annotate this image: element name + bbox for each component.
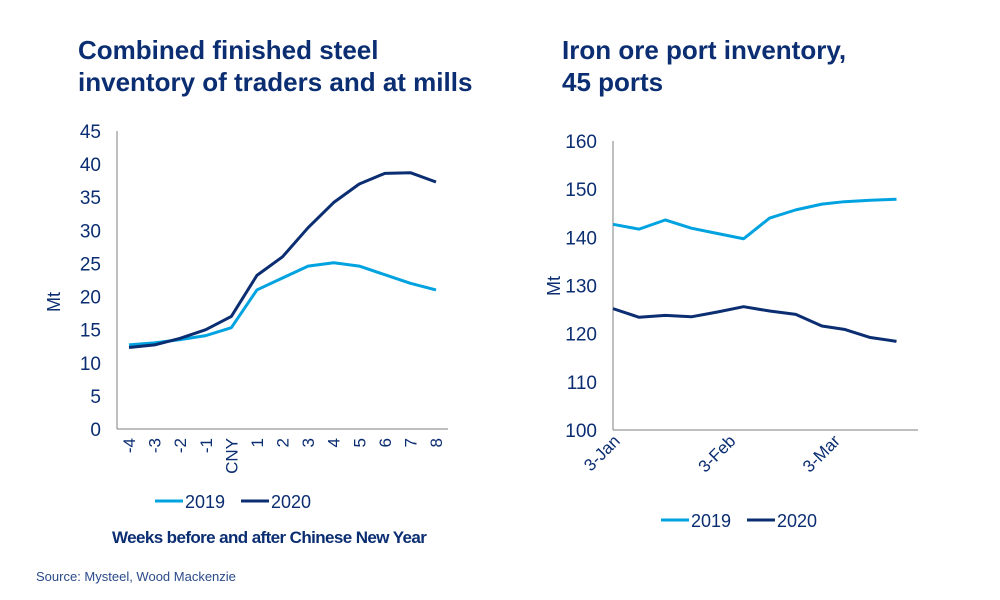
left-x-axis-label: Weeks before and after Chinese New Year <box>112 528 427 547</box>
left-y-tick-label: 25 <box>80 254 101 275</box>
right-title-line-1: Iron ore port inventory, <box>562 35 847 65</box>
right-series-line-2019 <box>612 197 897 241</box>
left-x-tick-label: -3 <box>146 438 165 453</box>
left-y-tick-label: 35 <box>80 188 101 209</box>
left-y-tick-label: 0 <box>90 420 101 441</box>
left-x-tick-label: -4 <box>120 438 139 453</box>
left-y-tick-label: 10 <box>80 354 101 375</box>
left-y-tick-label: 30 <box>80 221 101 242</box>
left-x-tick-label: 7 <box>401 438 420 447</box>
left-y-tick-label: 20 <box>80 288 101 309</box>
right-y-tick-label: 110 <box>567 373 597 394</box>
left-chart-title: Combined finished steel inventory of tra… <box>78 34 472 98</box>
right-y-tick-label: 150 <box>565 180 597 201</box>
right-y-tick-label: 120 <box>565 325 597 346</box>
left-x-tick-label: 3 <box>299 438 318 447</box>
right-legend-label-2020: 2020 <box>777 511 817 531</box>
left-series-line-2019 <box>128 261 437 347</box>
right-x-tick-label: 3-Feb <box>695 431 740 476</box>
left-x-tick-label: -2 <box>171 438 190 453</box>
right-y-tick-label: 140 <box>565 228 597 249</box>
left-x-tick-label: -1 <box>197 438 216 453</box>
left-x-tick-label: 5 <box>350 438 369 447</box>
left-x-tick-label: 1 <box>248 438 267 447</box>
source-note: Source: Mysteel, Wood Mackenzie <box>36 569 236 584</box>
right-title-line-2: 45 ports <box>562 67 664 97</box>
right-y-tick-label: 130 <box>565 277 597 298</box>
left-title-line-2: inventory of traders and at mills <box>78 67 473 97</box>
left-title-line-1: Combined finished steel <box>78 35 379 65</box>
left-legend-label-2020: 2020 <box>271 492 311 512</box>
left-x-tick-label: CNY <box>222 438 241 474</box>
left-y-tick-label: 40 <box>80 155 101 176</box>
right-legend-label-2019: 2019 <box>691 511 731 531</box>
right-y-axis-label: Mt <box>544 276 564 296</box>
left-x-tick-label: 6 <box>376 438 395 447</box>
left-y-axis-label: Mt <box>44 292 64 312</box>
left-x-tick-label: 2 <box>274 438 293 447</box>
right-series-line-2020 <box>612 305 897 343</box>
left-x-tick-label: 4 <box>325 438 344 447</box>
left-y-tick-label: 45 <box>80 122 101 143</box>
left-y-tick-label: 15 <box>80 321 101 342</box>
right-x-tick-label: 3-Mar <box>799 431 844 476</box>
left-x-tick-label: 8 <box>427 438 446 447</box>
right-y-tick-label: 160 <box>565 132 597 153</box>
left-series-line-2020 <box>128 171 437 350</box>
left-legend-label-2019: 2019 <box>185 492 225 512</box>
right-chart-title: Iron ore port inventory, 45 ports <box>562 34 846 98</box>
right-y-tick-label: 100 <box>565 421 597 442</box>
left-y-tick-label: 5 <box>90 387 101 408</box>
